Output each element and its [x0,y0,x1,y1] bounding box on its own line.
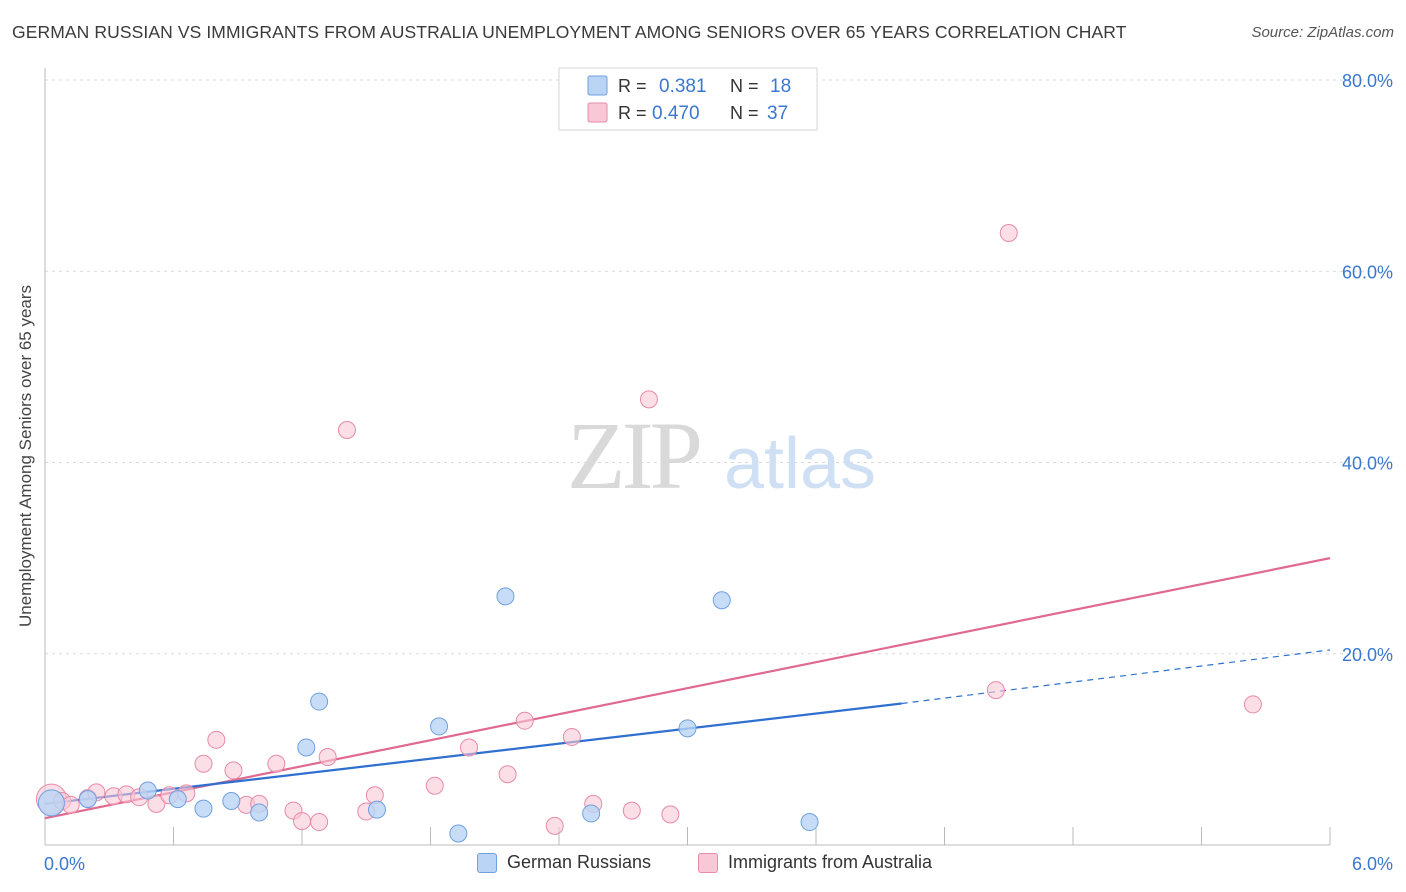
y-tick-label: 60.0% [1342,262,1393,282]
legend-swatch-pink [587,102,608,123]
data-point-immigrants-from-australia [986,681,1005,700]
data-point-immigrants-from-australia [310,813,329,832]
tick-labels: 20.0% 40.0% 60.0% 80.0% 0.0% 6.0% [44,71,1393,874]
legend-n-value-2: 37 [767,103,788,124]
y-tick-label: 40.0% [1342,454,1393,474]
data-point-immigrants-from-australia [545,816,564,835]
chart-title: GERMAN RUSSIAN VS IMMIGRANTS FROM AUSTRA… [12,22,1127,42]
data-point-immigrants-from-australia [425,776,444,795]
data-point-german-russians [582,804,601,823]
data-point-immigrants-from-australia [460,738,479,757]
y-tick-label: 80.0% [1342,71,1393,91]
data-point-immigrants-from-australia [661,805,680,824]
data-point-immigrants-from-australia [999,224,1018,242]
legend-label-german-russians: German Russians [507,852,652,872]
legend-label-immigrants-from-australia: Immigrants from Australia [728,852,933,872]
data-point-german-russians [449,824,468,843]
data-point-german-russians [78,790,97,809]
data-point-immigrants-from-australia [639,390,658,409]
data-point-immigrants-from-australia [562,727,581,746]
data-point-immigrants-from-australia [318,748,337,767]
data-point-german-russians [194,799,213,818]
legend-r-value-2: 0.470 [652,103,700,124]
y-tick-label: 20.0% [1342,645,1393,665]
data-point-immigrants-from-australia [498,765,517,784]
data-point-immigrants-from-australia [207,730,226,749]
watermark-atlas: atlas [724,424,876,504]
legend-n-label-2: N = [730,103,759,123]
legend-swatch-blue [587,75,608,96]
data-point-german-russians [37,789,65,817]
correlation-legend: R = 0.381 N = 18 R = 0.470 N = 37 [558,67,818,131]
data-point-immigrants-from-australia [194,754,213,773]
data-point-immigrants-from-australia [515,711,534,730]
legend-n-value-1: 18 [770,76,791,97]
data-point-german-russians [168,790,187,809]
trend-lines [44,557,1331,820]
legend-r-label-1: R = [618,76,647,96]
legend-swatch-german-russians [477,852,497,873]
data-point-german-russians [430,717,449,736]
data-point-german-russians [800,813,819,832]
data-point-german-russians [496,587,515,606]
legend-r-label-2: R = [618,103,647,123]
data-point-german-russians [297,738,316,757]
data-point-immigrants-from-australia [293,812,311,831]
data-point-german-russians [712,591,731,610]
data-point-german-russians [678,719,697,738]
data-point-immigrants-from-australia [337,420,356,439]
gridlines [45,79,1392,655]
data-point-german-russians [367,800,386,819]
series-legend: German Russians Immigrants from Australi… [0,848,1406,880]
legend-n-label-1: N = [730,76,759,96]
series-german-russians [37,587,819,843]
data-point-immigrants-from-australia [147,794,166,813]
data-point-german-russians [310,692,329,711]
data-point-immigrants-from-australia [224,761,243,780]
data-point-german-russians [250,803,269,822]
zipatlas-watermark: ZIP atlas [567,402,876,509]
trend-line-german-russians-extrapolated [901,649,1331,705]
legend-swatch-immigrants-from-australia [698,852,718,873]
axes [44,68,1331,846]
series-immigrants-from-australia [35,224,1262,835]
x-tick-label: 0.0% [44,854,85,874]
trend-line-immigrants-from-australia [44,557,1331,820]
data-point-german-russians [222,792,241,811]
chart-source: Source: ZipAtlas.com [1251,24,1394,41]
legend-r-value-1: 0.381 [659,76,707,97]
legend-item-immigrants-from-australia[interactable]: Immigrants from Australia [698,852,932,873]
data-point-immigrants-from-australia [622,801,641,820]
data-point-immigrants-from-australia [267,754,286,773]
x-tick-label: 6.0% [1352,854,1393,874]
data-point-immigrants-from-australia [1243,695,1262,714]
data-point-german-russians [138,781,157,800]
legend-item-german-russians[interactable]: German Russians [477,852,651,873]
watermark-zip: ZIP [567,402,700,509]
